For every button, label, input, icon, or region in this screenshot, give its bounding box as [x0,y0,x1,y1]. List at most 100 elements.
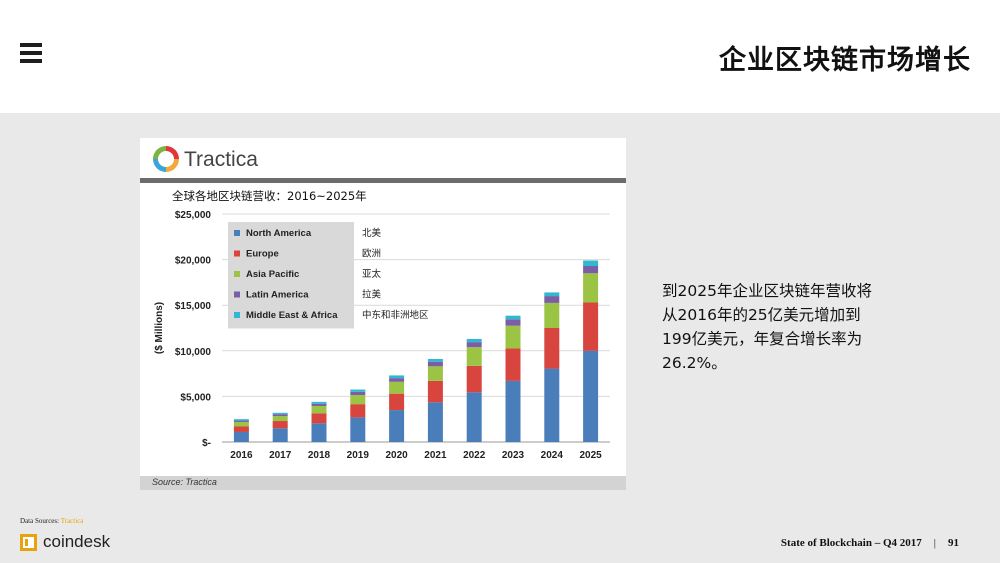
legend-label: Latin America [246,290,309,301]
y-tick-label: $- [202,438,211,449]
bar-segment [272,412,288,415]
bar-segment [466,342,482,348]
x-tick-label: 2021 [424,450,447,461]
legend-label: Middle East & Africa [246,310,338,321]
header-bar: 企业区块链市场增长 [0,0,1000,113]
legend-label-zh: 中东和非洲地区 [362,309,429,321]
bar-segment [389,393,405,411]
bar-segment [272,421,288,429]
x-tick-label: 2018 [308,450,331,461]
x-tick-label: 2024 [541,450,564,461]
bar-segment [311,413,327,424]
legend-swatch [234,312,240,318]
bar-segment [272,428,288,442]
bar-segment [583,273,599,303]
tractica-logo-text: Tractica [184,148,258,171]
bar-segment [350,404,366,418]
bar-segment [272,416,288,422]
bar-segment [466,338,482,343]
data-sources-link[interactable]: Tractica [60,517,84,525]
x-tick-label: 2019 [347,450,370,461]
bar-segment [583,265,599,274]
y-tick-label: $15,000 [175,301,212,312]
data-sources-label: Data Sources: [20,517,60,525]
x-tick-label: 2022 [463,450,486,461]
bar-segment [544,328,560,369]
source-label: Source: Tractica [152,477,217,487]
y-tick-label: $5,000 [180,392,211,403]
legend-label-zh: 欧洲 [362,248,381,260]
source-bar: Source: Tractica [140,476,626,490]
bar-segment [233,426,249,432]
bar-segment [583,260,599,266]
legend-label-zh: 北美 [362,227,382,239]
bar-segment [427,359,443,362]
chart-title: 全球各地区块链营收：2016~2025年 [172,189,367,203]
legend-label: North America [246,228,312,239]
y-tick-label: $20,000 [175,256,212,267]
bar-segment [466,347,482,366]
legend-swatch [234,250,240,257]
bar-segment [389,381,405,394]
bar-segment [389,410,405,442]
bar-segment [505,325,521,349]
stacked-bar-chart: $- $5,000 $10,000 $15,000 $20,000 $25,000 ($ M… [154,210,610,461]
bar-segment [389,378,405,382]
x-tick-label: 2016 [230,450,253,461]
legend-swatch [234,230,240,236]
bar-segment [350,395,366,405]
bar-segment [233,420,249,422]
bar-segment [427,380,443,403]
bar-segment [427,366,443,381]
bar-segment [311,423,327,442]
legend-label: Europe [246,249,279,260]
coindesk-brand: coindesk [43,532,111,551]
bar-segment [427,402,443,442]
footer-separator: | [933,537,936,549]
chart-header-rule [140,178,626,183]
chart-figure: Tractica 全球各地区块链营收：2016~2025年 $- $5,000 $1… [140,138,626,490]
bar-segment [272,414,288,417]
legend-swatch [234,271,240,277]
legend-box [228,222,354,329]
coindesk-logo-icon [20,534,37,551]
bar-segment [583,302,599,351]
x-tick-label: 2025 [579,450,602,461]
bar-segment [233,431,249,442]
x-tick-label: 2017 [269,450,292,461]
bar-segment [544,302,560,328]
y-tick-label: $10,000 [175,347,212,358]
legend-label-zh: 拉美 [362,289,382,301]
legend-label-zh: 亚太 [362,268,382,280]
hamburger-menu-icon[interactable] [20,43,42,63]
bar-segment [583,350,599,442]
bar-segment [505,319,521,326]
bar-segment [389,375,405,379]
bar-segment [350,389,366,392]
legend-label: Asia Pacific [246,269,299,280]
data-sources: Data Sources: Tractica [20,517,83,525]
y-axis-label: ($ Millions) [154,302,165,354]
bar-segment [544,296,560,303]
bar-segment [505,315,521,320]
report-title: State of Blockchain – Q4 2017 [780,537,922,549]
legend-swatch [234,291,240,298]
bar-segment [544,292,560,297]
x-tick-label: 2023 [502,450,525,461]
bar-segment [233,421,249,427]
y-tick-label: $25,000 [175,210,212,221]
bar-segment [311,405,327,414]
tractica-logo-icon [153,146,179,172]
summary-text: 到2025年企业区块链年营收将从2016年的25亿美元增加到199亿美元，年复合… [662,282,872,372]
bar-segment [544,368,560,442]
footer-report: State of Blockchain – Q4 2017 | 91 [781,537,959,549]
bar-segment [350,391,366,396]
bar-segment [466,365,482,393]
page-title: 企业区块链市场增长 [719,45,971,76]
bar-segment [311,401,327,404]
bar-segment [427,361,443,367]
bar-segment [311,403,327,406]
bar-segment [350,417,366,442]
page-number: 91 [948,537,959,549]
bar-segment [505,348,521,381]
